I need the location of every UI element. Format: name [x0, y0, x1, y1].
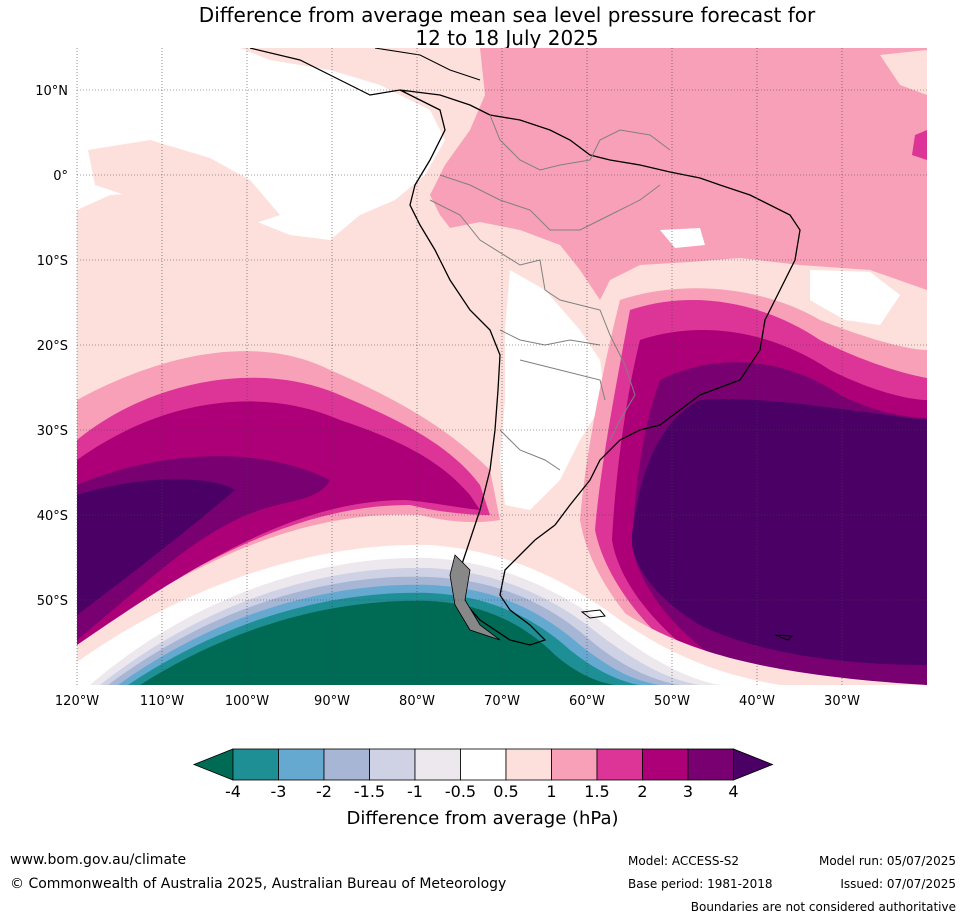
model-text: Model: ACCESS-S2: [628, 854, 740, 868]
colorbar-tick-label: -3: [270, 782, 287, 801]
website-link[interactable]: www.bom.gov.au/climate: [10, 852, 187, 868]
colorbar-segment: [369, 748, 416, 781]
title-line-1: Difference from average mean sea level p…: [198, 3, 816, 27]
colorbar-segment: [551, 748, 598, 781]
south-georgia-island: [774, 634, 794, 641]
colorbar-segment: [687, 748, 734, 781]
colorbar-tick-label: 3: [682, 782, 694, 801]
lon-label: 40°W: [739, 694, 775, 709]
central-america-coastline: [249, 48, 401, 96]
colorbar-over-triangle: [733, 748, 774, 781]
field-neutral-continent: [500, 270, 605, 510]
colorbar-tick-label: -4: [225, 782, 241, 801]
issued-text: Issued: 07/07/2025: [840, 877, 956, 891]
colorbar-segment: [596, 748, 643, 781]
colorbar-tick-label: -2: [316, 782, 332, 801]
chilean-archipelago: [449, 554, 501, 641]
lon-label: 100°W: [225, 694, 269, 709]
lon-label: 110°W: [140, 694, 184, 709]
colorbar-tick-label: -1: [407, 782, 423, 801]
title-line-2: 12 to 18 July 2025: [415, 26, 599, 50]
lat-label: 0°: [53, 169, 68, 184]
field-under-minus-4-south: [140, 600, 615, 685]
colorbar-tick-label: 1.5: [584, 782, 610, 801]
colorbar-segment: [232, 748, 279, 781]
longitude-labels: 120°W 110°W 100°W 90°W 80°W 70°W 60°W 50…: [55, 694, 860, 709]
colorbar: [192, 748, 774, 781]
colorbar-under-triangle: [192, 748, 234, 781]
lat-label: 40°S: [37, 509, 68, 524]
field-over-4-sw: [77, 479, 235, 615]
lat-label: 10°S: [37, 254, 68, 269]
south-america-coastline: [399, 89, 801, 646]
lon-label: 90°W: [314, 694, 350, 709]
graticule: [76, 48, 927, 685]
anomaly-fields: [77, 48, 927, 685]
model-run-text: Model run: 05/07/2025: [818, 854, 956, 868]
lat-label: 50°S: [37, 594, 68, 609]
disclaimer-text: Boundaries are not considered authoritat…: [690, 900, 956, 914]
lon-label: 50°W: [654, 694, 690, 709]
lon-label: 60°W: [569, 694, 605, 709]
colorbar-tick-label: -1.5: [353, 782, 386, 801]
colorbar-segment: [642, 748, 689, 781]
falkland-islands: [580, 609, 606, 619]
latitude-labels: 10°N 0° 10°S 20°S 30°S 40°S 50°S: [35, 84, 68, 609]
field-neutral-patch: [660, 228, 705, 248]
colorbar-tick-label: 2: [637, 782, 648, 801]
country-borders: [429, 114, 671, 471]
lon-label: 80°W: [399, 694, 435, 709]
lon-label: 70°W: [484, 694, 520, 709]
colorbar-segment: [278, 748, 325, 781]
colorbar-tick-label: 4: [728, 782, 739, 801]
base-period-text: Base period: 1981-2018: [628, 877, 773, 891]
caribbean-coastline: [374, 48, 481, 81]
colorbar-segment: [460, 748, 507, 781]
field-light-patch: [88, 140, 280, 225]
field-over-4-se: [631, 399, 927, 665]
colorbar-segment: [414, 748, 461, 781]
copyright-text: © Commonwealth of Australia 2025, Austra…: [10, 876, 507, 892]
field-neutral-northwest: [77, 48, 445, 240]
colorbar-segment: [505, 748, 552, 781]
lon-label: 120°W: [55, 694, 99, 709]
colorbar-tick-label: -0.5: [444, 782, 477, 801]
colorbar-tick-label: 1: [546, 782, 557, 801]
lat-label: 20°S: [37, 339, 68, 354]
colorbar-segment: [323, 748, 370, 781]
field-light-ne: [880, 50, 927, 95]
lat-label: 30°S: [37, 424, 68, 439]
field-1.5-2-ne: [912, 130, 927, 160]
lat-label: 10°N: [35, 84, 68, 99]
field-neutral-patch-2: [810, 270, 900, 325]
colorbar-label: Difference from average (hPa): [346, 808, 619, 829]
map-title: Difference from average mean sea level p…: [0, 4, 965, 50]
lon-label: 30°W: [824, 694, 860, 709]
colorbar-tick-label: 0.5: [493, 782, 519, 801]
